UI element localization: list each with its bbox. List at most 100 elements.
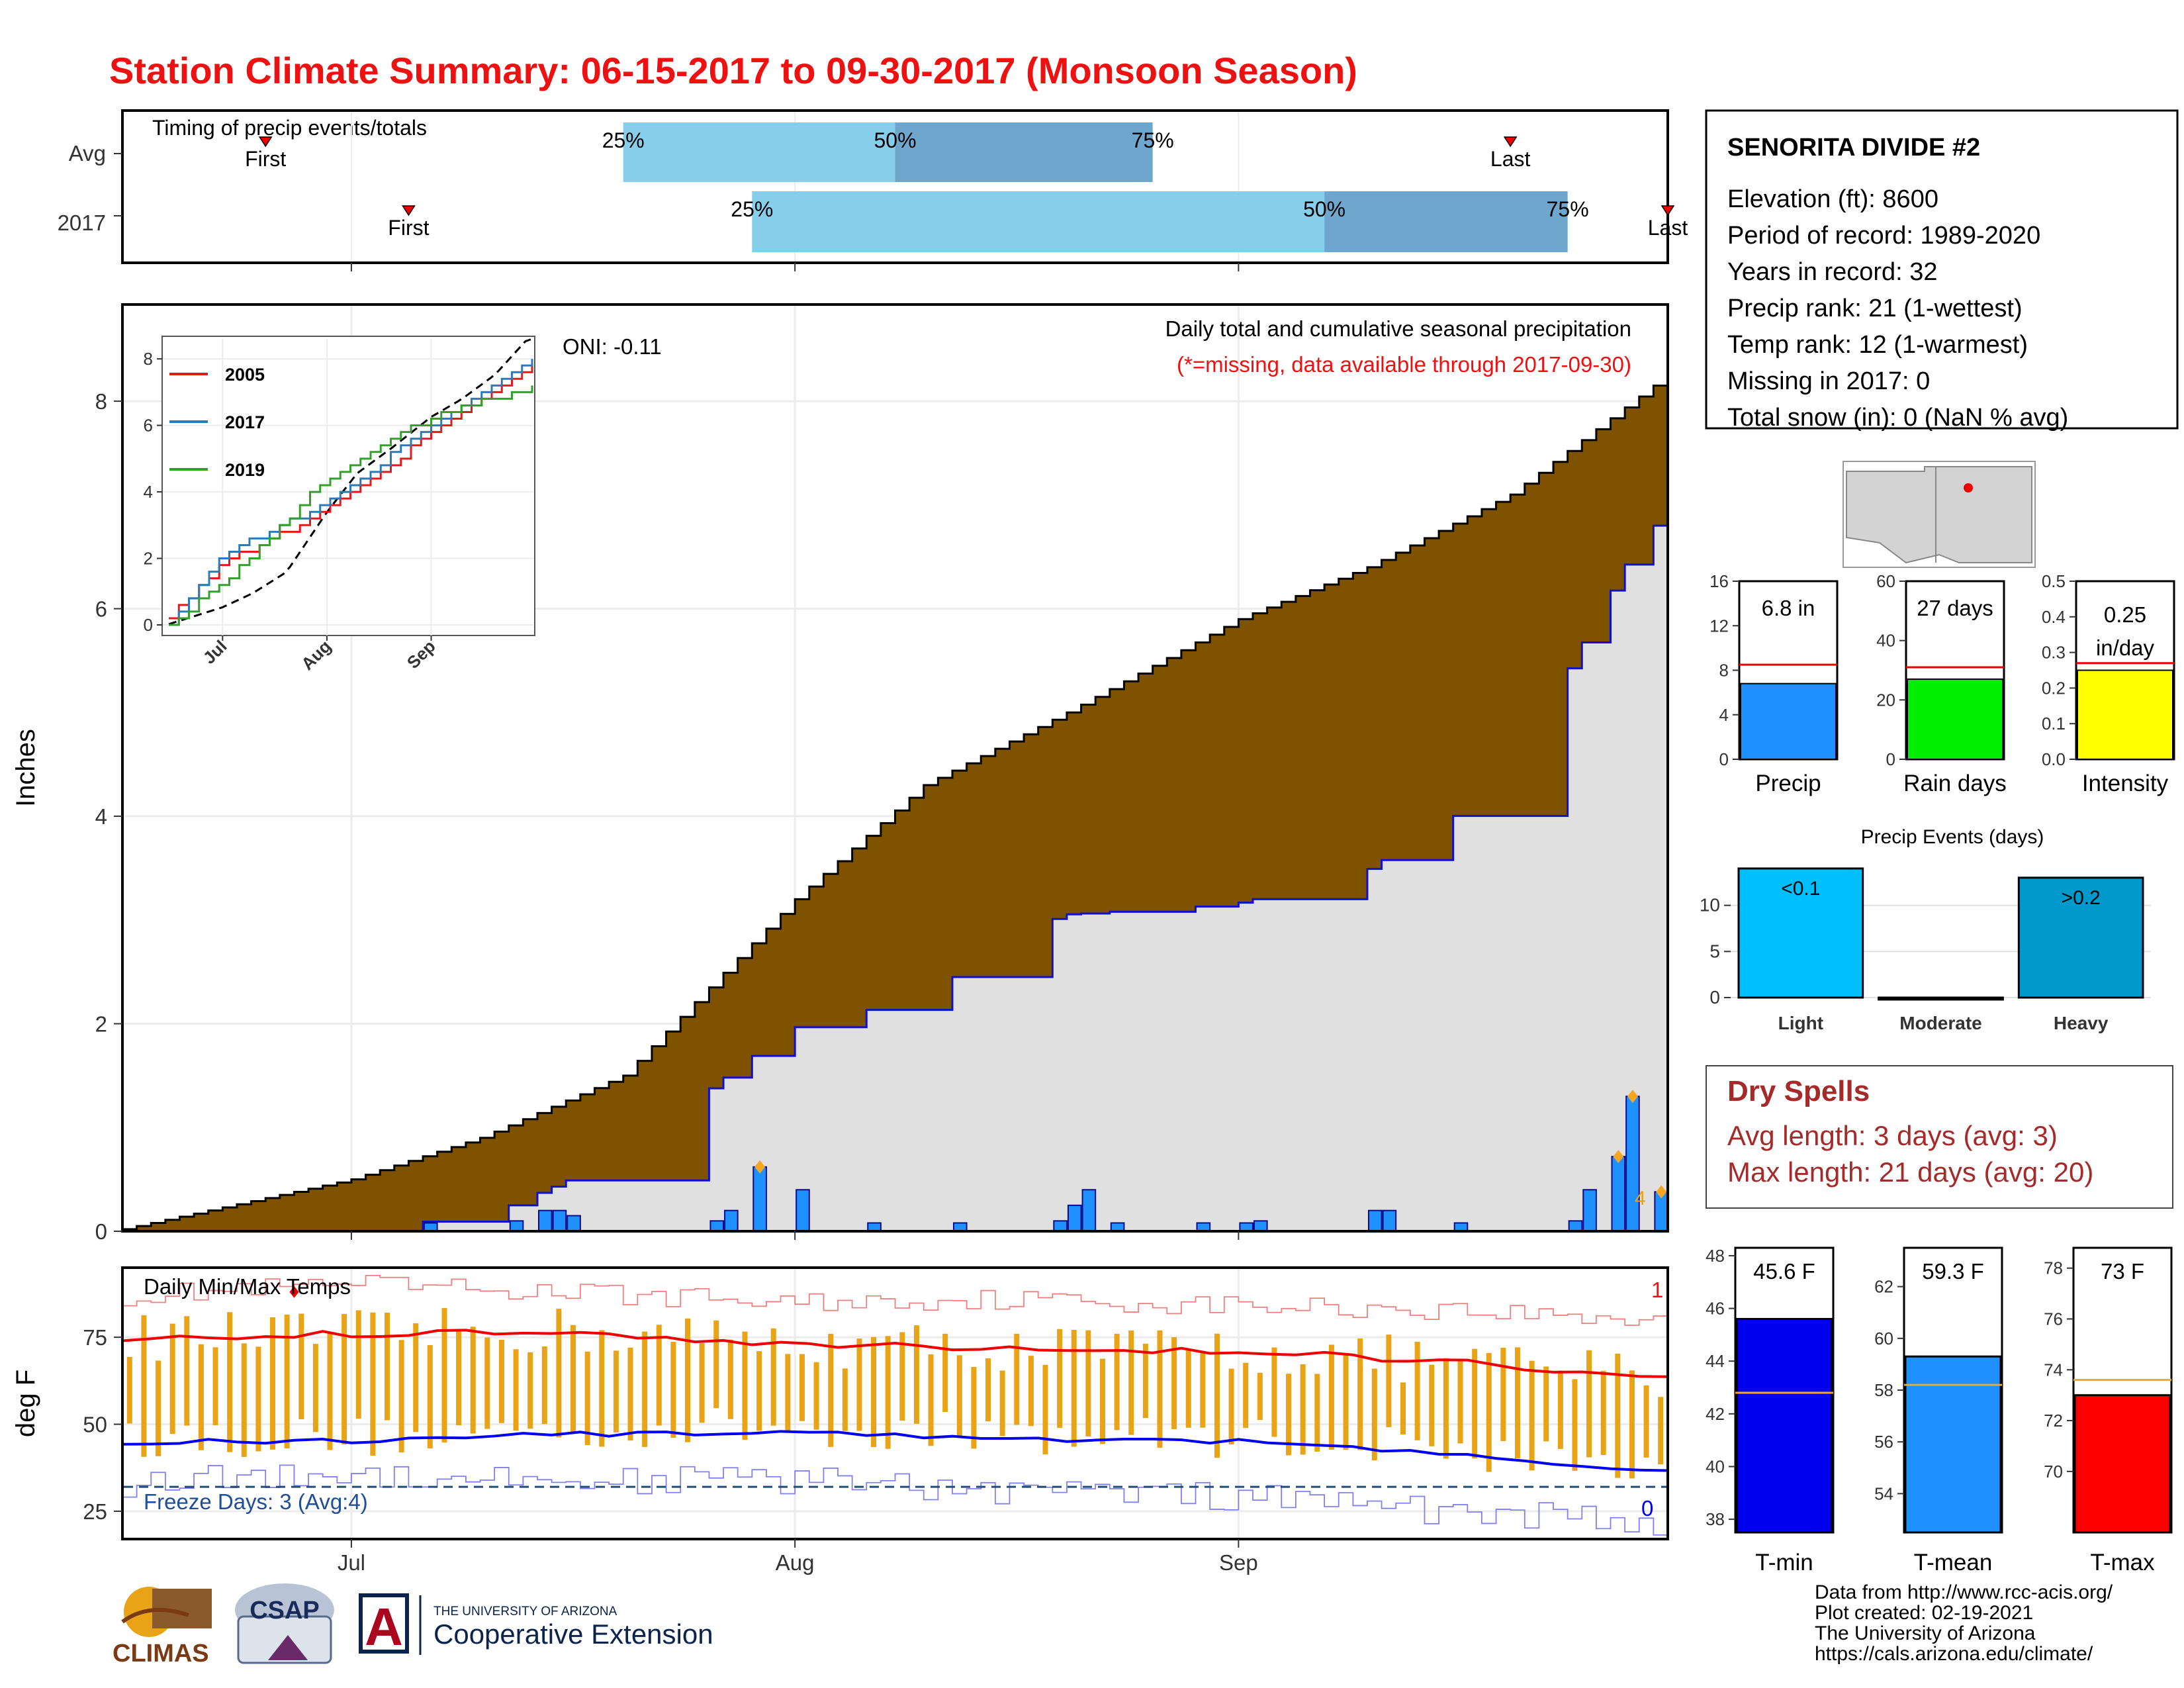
daily-temp-bar: [384, 1312, 390, 1421]
daily-temp-bar: [1185, 1350, 1191, 1428]
daily-temp-bar: [1042, 1364, 1048, 1455]
mini-ytick-label: 8: [1719, 661, 1729, 680]
mini-value-label: 6.8 in: [1762, 596, 1815, 620]
timing-first-marker: [402, 205, 416, 216]
precip-extreme-marker: [1656, 1185, 1667, 1199]
daily-temp-bar: [427, 1344, 433, 1449]
daily-temp-bar: [1243, 1362, 1249, 1429]
credits: Data from http://www.rcc-acis.org/ Plot …: [1815, 1582, 2113, 1664]
daily-temp-bar: [1615, 1353, 1621, 1478]
daily-temp-bar: [513, 1349, 519, 1431]
daily-temp-bar: [1099, 1358, 1105, 1444]
daily-temp-bar: [770, 1328, 776, 1426]
mini-bar-Rain days: [1907, 678, 2003, 760]
mini-bar-Intensity: [2077, 669, 2173, 760]
events-ytick-label: 10: [1700, 895, 1720, 915]
temps-title: Daily Min/Max Temps: [144, 1274, 351, 1299]
station-line: Elevation (ft): 8600: [1727, 185, 1938, 213]
events-bar-Light: [1737, 867, 1864, 999]
timing-p50-label: 50%: [874, 128, 916, 152]
inset-ytick-label: 2: [144, 549, 153, 569]
daily-temp-bar: [1514, 1347, 1520, 1459]
month-label: Jul: [338, 1550, 365, 1575]
month-label: Sep: [1219, 1550, 1258, 1575]
daily-precip-bar: [752, 1166, 767, 1232]
daily-temp-bar: [355, 1310, 361, 1419]
daily-temp-bar: [828, 1334, 834, 1447]
precip-events-chart: Precip Events (days) <0.1 Light Moderate >0…: [1700, 826, 2151, 1033]
precip-extreme-marker: [1613, 1150, 1624, 1164]
daily-temp-bar: [126, 1356, 132, 1424]
mini-ytick-label: 0.1: [2042, 714, 2066, 733]
daily-temp-bar: [341, 1313, 347, 1444]
precip-ytick-label: 4: [95, 804, 107, 829]
seasonal-totals-bars: 6.8 in 0 4 8 12 16 Precip 27 days 0 20 40 60 Rain da…: [1709, 571, 2175, 796]
timing-p25-label: 25%: [731, 197, 773, 221]
mini-ytick-label: 0.3: [2042, 643, 2066, 663]
temp-ytick-label: 25: [83, 1499, 107, 1524]
timing-panel: Timing of precip events/totals Avg 2017 …: [58, 109, 1688, 271]
timing-label: Timing of precip events/totals: [152, 116, 427, 140]
daily-temp-bar: [498, 1339, 504, 1423]
daily-temp-bar: [1142, 1343, 1148, 1419]
daily-precip-bar: [1081, 1189, 1097, 1232]
daily-precip-bar: [1382, 1209, 1397, 1233]
daily-temp-bar: [156, 1360, 161, 1456]
temp-category-label: T-max: [2090, 1550, 2155, 1575]
daily-temp-bar: [885, 1336, 891, 1449]
precip-ytick-label: 0: [95, 1219, 107, 1244]
timing-p25-label: 25%: [602, 128, 645, 152]
climas-text: CLIMAS: [113, 1640, 209, 1667]
temp-bar-ytick-label: 58: [1874, 1380, 1893, 1400]
timing-band-50-75: [895, 122, 1153, 182]
daily-temp-bar: [842, 1368, 848, 1431]
inset-ytick-label: 6: [144, 416, 153, 436]
station-line: Period of record: 1989-2020: [1727, 222, 2040, 250]
mini-ytick-label: 40: [1876, 631, 1895, 651]
events-category-label: Heavy: [2054, 1013, 2109, 1033]
avg-cumulative-line: [122, 385, 1668, 1231]
daily-temp-bar: [270, 1317, 276, 1450]
daily-temp-bar: [169, 1323, 175, 1434]
events-category-label: Moderate: [1899, 1013, 1981, 1033]
daily-temp-bar: [255, 1346, 261, 1452]
inset-average-line: [168, 338, 533, 626]
daily-temp-bar: [1071, 1330, 1077, 1447]
daily-temp-bar: [1057, 1329, 1063, 1429]
daily-temp-bar: [928, 1354, 934, 1446]
precip-y-axis-label: Inches: [11, 729, 40, 807]
map-state-shape: [1846, 466, 2032, 564]
mini-value-label: 27 days: [1917, 596, 1993, 620]
temps-y-axis: 25 50 75: [83, 1325, 122, 1524]
obs-cumulative-line: [122, 524, 1668, 1233]
temp-bar-ytick-label: 44: [1706, 1351, 1725, 1371]
mini-category-label: Intensity: [2082, 771, 2169, 796]
events-ytick-label: 5: [1709, 941, 1720, 961]
daily-temp-bar: [1171, 1337, 1177, 1429]
station-name: SENORITA DIVIDE #2: [1727, 134, 1980, 162]
daily-temp-bar: [699, 1343, 705, 1423]
daily-temp-bar: [1386, 1335, 1392, 1427]
daily-temp-bar: [527, 1352, 533, 1429]
daily-temp-bar: [470, 1327, 476, 1434]
timing-p75-label: 75%: [1547, 197, 1589, 221]
daily-temp-bar: [1114, 1333, 1120, 1430]
daily-temp-bar: [441, 1308, 447, 1443]
daily-temp-bar: [985, 1358, 991, 1422]
daily-temp-bar: [1400, 1382, 1406, 1434]
ua-name: THE UNIVERSITY OF ARIZONA: [433, 1605, 617, 1618]
timing-p75-label: 75%: [1132, 128, 1174, 152]
inset-series-2019: [169, 385, 533, 626]
daily-temp-bar: [627, 1347, 633, 1441]
daily-temp-bar: [942, 1333, 948, 1413]
mini-ytick-label: 0.5: [2042, 571, 2066, 591]
events-bar-Heavy: [2017, 876, 2144, 999]
daily-temp-bar: [556, 1309, 562, 1438]
timing-band-25-50: [752, 191, 1325, 252]
daily-temp-bar: [656, 1325, 662, 1426]
timing-row-avg-label: Avg: [69, 141, 106, 165]
daily-temp-bar: [1414, 1342, 1420, 1440]
daily-temp-bar: [1271, 1347, 1277, 1437]
daily-temp-bar: [1457, 1359, 1463, 1444]
